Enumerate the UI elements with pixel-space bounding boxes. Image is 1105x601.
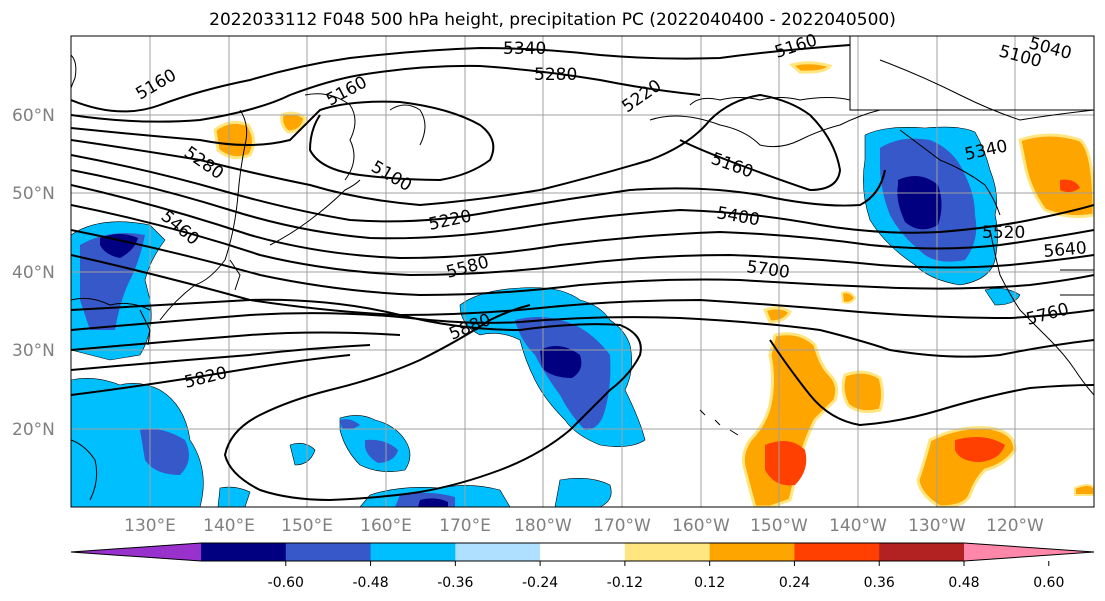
contour-label: 5160 [708, 149, 755, 183]
lon-label: 140°W [829, 516, 887, 536]
colorbar-tick-label: -0.60 [268, 575, 304, 591]
contour-label: 5700 [745, 257, 791, 283]
contour-label: 5640 [1043, 238, 1088, 262]
contour-label: 5100 [368, 157, 415, 196]
lat-label-50n: 50°N [12, 184, 55, 204]
colorbar-tick-label: -0.36 [437, 575, 473, 591]
colorbar-tick-label: 0.60 [1033, 575, 1064, 591]
colorbar-box [709, 543, 795, 561]
colorbar-tick-label: -0.24 [522, 575, 558, 591]
contour-label: 5220 [427, 206, 473, 235]
lat-label-60n: 60°N [12, 106, 55, 126]
lon-label: 170°W [593, 516, 651, 536]
map-title: 2022033112 F048 500 hPa height, precipit… [209, 10, 896, 30]
latitude-labels: 60°N 50°N 40°N 30°N 20°N [12, 106, 55, 440]
colorbar-box [879, 543, 965, 561]
contour-label: 5160 [133, 65, 180, 104]
coastlines [71, 36, 1094, 501]
lon-label: 160°W [672, 516, 730, 536]
colorbar-box [794, 543, 880, 561]
lon-label: 170°E [439, 516, 491, 536]
contour-label: 5160 [772, 30, 819, 62]
height-contours [71, 44, 1094, 502]
colorbar-tick-label: 0.48 [948, 575, 979, 591]
map-frame [70, 35, 1095, 508]
lon-label: 140°E [203, 516, 255, 536]
colorbar-tick-label: 0.36 [864, 575, 895, 591]
lon-label: 150°E [281, 516, 333, 536]
contour-label: 5820 [182, 363, 229, 393]
colorbar-box [285, 543, 372, 561]
colorbar-tick-label: -0.48 [352, 575, 388, 591]
colorbar-extend-high [964, 543, 1094, 561]
colorbar-box [624, 543, 711, 561]
lon-label: 130°E [124, 516, 176, 536]
colorbar-box [540, 543, 626, 561]
colorbar: -0.60 -0.48 -0.36 -0.24 -0.12 0.12 0.24 0.36 0.4… [70, 542, 1095, 591]
lat-label-40n: 40°N [12, 263, 55, 283]
lon-label: 150°W [750, 516, 808, 536]
contour-label: 5760 [1024, 299, 1071, 330]
precipitation-shading [71, 61, 1094, 507]
colorbar-box [370, 543, 456, 561]
lon-label: 180°W [514, 516, 572, 536]
contour-label: 5400 [715, 203, 761, 230]
colorbar-box [201, 543, 287, 561]
lon-label: 160°E [360, 516, 412, 536]
colorbar-outline [70, 542, 1095, 562]
colorbar-extend-low [71, 543, 201, 561]
longitude-labels: 130°E 140°E 150°E 160°E 170°E 180°W 170°… [124, 516, 1044, 536]
colorbar-tick-label: 0.24 [779, 575, 810, 591]
contour-label: 5280 [534, 65, 577, 85]
colorbar-box [455, 543, 541, 561]
lon-label: 130°W [908, 516, 966, 536]
colorbar-tick-label: 0.12 [694, 575, 725, 591]
lat-label-20n: 20°N [12, 420, 55, 440]
colorbar-tick-label: -0.12 [607, 575, 643, 591]
lon-label: 120°W [986, 516, 1044, 536]
lat-label-30n: 30°N [12, 341, 55, 361]
contour-label: 5220 [618, 76, 665, 117]
contour-label: 5340 [503, 39, 546, 59]
contour-label: 5520 [982, 223, 1025, 243]
graticule [71, 36, 1094, 507]
